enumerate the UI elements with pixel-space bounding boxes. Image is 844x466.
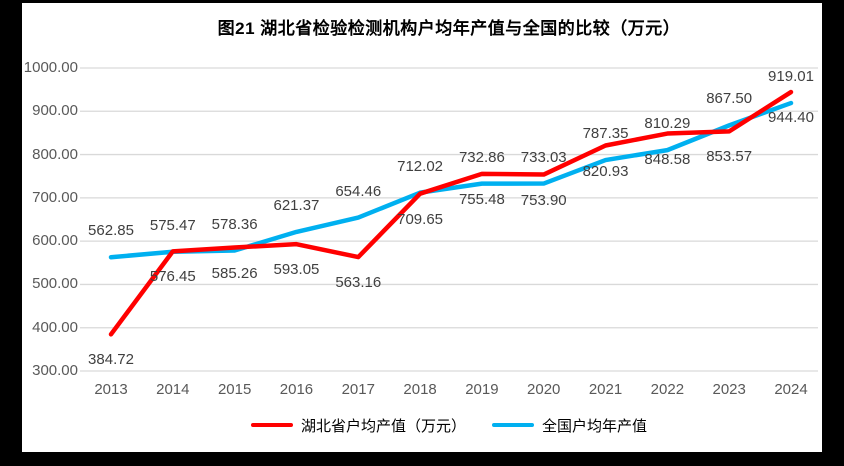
legend-label: 湖北省户均产值（万元） [300, 417, 466, 435]
data-label: 810.29 [644, 115, 691, 133]
x-axis-tick-label: 2016 [279, 381, 314, 398]
y-axis-tick-label: 500.00 [32, 275, 78, 293]
data-label: 563.16 [335, 274, 382, 292]
x-axis-tick-label: 2024 [774, 381, 808, 398]
x-axis-tick-label: 2019 [465, 381, 499, 398]
data-label: 384.72 [88, 351, 134, 369]
data-label: 755.48 [458, 190, 505, 208]
data-label: 621.37 [273, 196, 320, 214]
chart-title: 图21 湖北省检验检测机构户均年产值与全国的比较（万元） [217, 19, 681, 38]
legend: 湖北省户均产值（万元） 全国户均年产值 [80, 412, 818, 438]
data-label: 753.90 [520, 191, 567, 209]
data-label: 578.36 [211, 215, 258, 233]
data-label: 732.86 [458, 148, 505, 166]
x-axis-tick-label: 2023 [712, 381, 746, 398]
x-axis-tick-label: 2013 [94, 381, 128, 398]
y-axis-tick-label: 1000.00 [23, 59, 78, 76]
data-label: 867.50 [706, 90, 753, 108]
data-label: 848.58 [644, 150, 691, 168]
x-axis-tick-label: 2018 [403, 381, 437, 398]
frame-border-left [0, 0, 22, 466]
y-axis-tick-label: 600.00 [32, 232, 78, 250]
legend-item: 湖北省户均产值（万元） [250, 415, 466, 436]
y-axis-tick-label: 300.00 [32, 362, 78, 379]
frame-border-top [0, 0, 844, 3]
data-label: 944.40 [768, 109, 814, 127]
y-axis-tick-label: 400.00 [32, 318, 78, 336]
y-axis-tick-label: 900.00 [32, 102, 78, 120]
series-line [108, 100, 794, 260]
data-label: 593.05 [273, 261, 320, 279]
data-label: 562.85 [88, 222, 134, 240]
x-axis-tick-label: 2020 [527, 381, 561, 398]
frame-border-right [822, 0, 844, 466]
x-axis-tick-label: 2014 [156, 381, 190, 398]
data-label: 576.45 [149, 268, 196, 286]
frame-border-bottom [0, 452, 844, 466]
data-label: 575.47 [149, 216, 196, 234]
legend-line-swatch [250, 422, 293, 428]
x-axis-tick-label: 2022 [650, 381, 685, 398]
data-label: 712.02 [397, 157, 444, 175]
series-line [108, 89, 794, 337]
x-axis-tick-label: 2015 [217, 381, 252, 398]
data-label: 919.01 [768, 68, 814, 86]
data-label: 787.35 [582, 125, 629, 143]
legend-item: 全国户均年产值 [492, 415, 647, 436]
data-label: 654.46 [335, 182, 382, 200]
data-label: 709.65 [397, 210, 444, 228]
legend-label: 全国户均年产值 [542, 417, 648, 435]
x-axis-tick-label: 2021 [588, 381, 623, 398]
legend-line-swatch [492, 422, 534, 428]
data-label: 820.93 [582, 162, 629, 180]
y-axis-tick-label: 800.00 [32, 145, 78, 163]
y-axis-tick-label: 700.00 [32, 188, 78, 206]
data-label: 853.57 [706, 148, 753, 166]
data-label: 585.26 [211, 264, 258, 282]
x-axis-tick-label: 2017 [341, 381, 375, 398]
data-label: 733.03 [520, 148, 567, 166]
